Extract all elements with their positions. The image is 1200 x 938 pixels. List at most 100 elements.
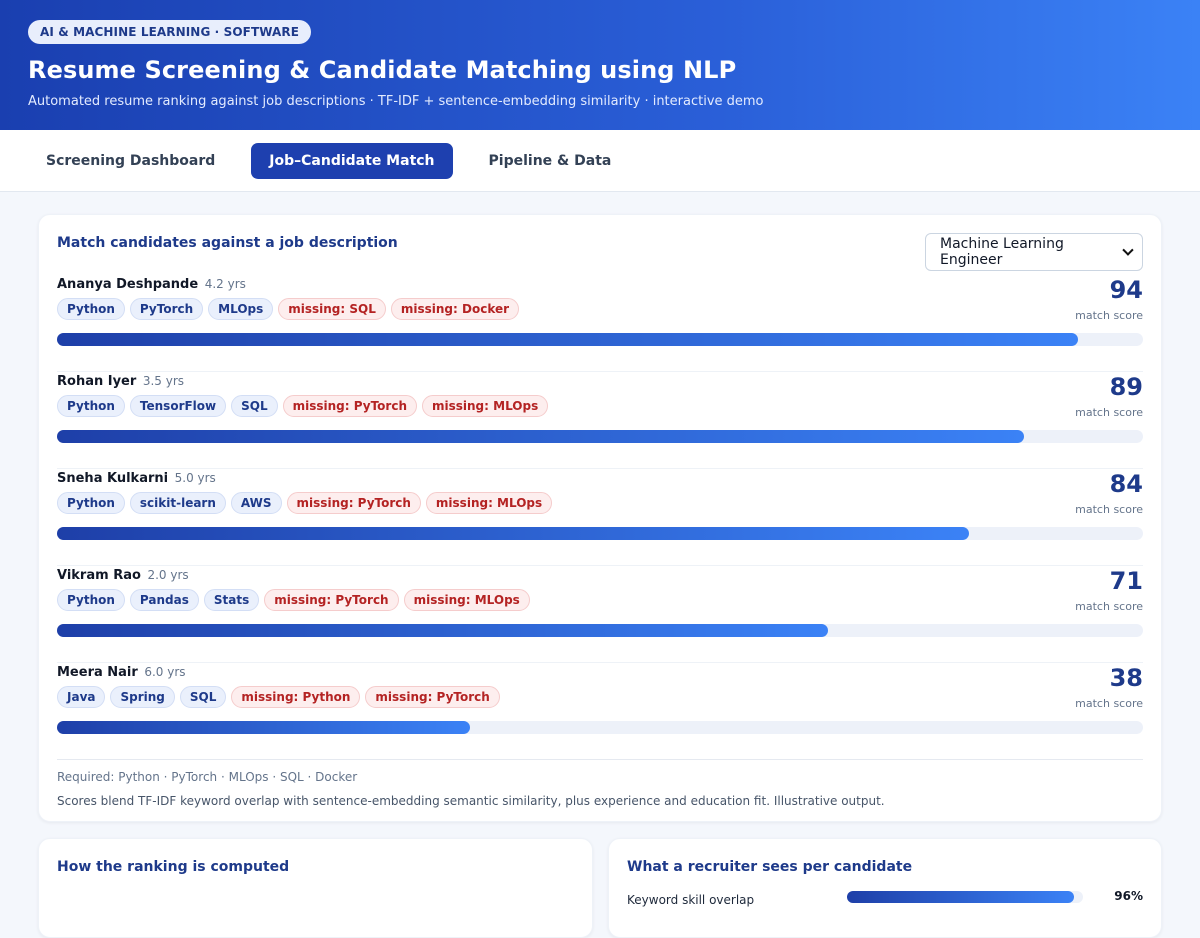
skill-chip: Java xyxy=(57,686,106,708)
match-score: 71 match score xyxy=(1075,568,1143,613)
match-score-label: match score xyxy=(1075,600,1143,613)
candidate-row[interactable]: Vikram Rao 2.0 yrs Python Pandas Stats missi… xyxy=(57,566,1143,663)
required-skills: Required: Python · PyTorch · MLOps · SQL… xyxy=(57,770,358,784)
score-bar-fill xyxy=(57,624,829,637)
skill-chips: Python Pandas Stats missing: PyTorch missing… xyxy=(57,589,1143,611)
missing-skill-chip: missing: PyTorch xyxy=(365,686,500,708)
score-bar xyxy=(57,721,1143,734)
match-score-label: match score xyxy=(1075,309,1143,322)
score-bar-fill xyxy=(57,333,1078,346)
skill-chips: Python PyTorch MLOps missing: SQL missing: D… xyxy=(57,298,1143,320)
candidate-list: Ananya Deshpande 4.2 yrs Python PyTorch MLO… xyxy=(57,275,1143,760)
skill-chip: MLOps xyxy=(208,298,274,320)
match-score-label: match score xyxy=(1075,697,1143,710)
skill-chip: Python xyxy=(57,492,125,514)
candidate-name-line: Ananya Deshpande 4.2 yrs xyxy=(57,277,1143,292)
recruiter-metric-label: Keyword skill overlap xyxy=(627,893,755,907)
match-score: 94 match score xyxy=(1075,277,1143,322)
candidate-row[interactable]: Meera Nair 6.0 yrs Java Spring SQL missing: … xyxy=(57,663,1143,760)
score-bar xyxy=(57,430,1143,443)
recruiter-metric-value: 96% xyxy=(1114,889,1143,903)
skill-chips: Java Spring SQL missing: Python missing: PyT… xyxy=(57,686,1143,708)
match-score-value: 89 xyxy=(1109,373,1143,401)
match-score-label: match score xyxy=(1075,406,1143,419)
candidate-name-line: Sneha Kulkarni 5.0 yrs xyxy=(57,471,1143,486)
match-score: 84 match score xyxy=(1075,471,1143,516)
match-score-value: 38 xyxy=(1109,664,1143,692)
skill-chip: SQL xyxy=(231,395,278,417)
tab-bar: Screening Dashboard Job–Candidate Match … xyxy=(0,130,1200,192)
skill-chip: Spring xyxy=(110,686,175,708)
role-select-value: Machine Learning Engineer xyxy=(940,236,1064,268)
tab-pipeline-data[interactable]: Pipeline & Data xyxy=(488,152,612,169)
missing-skill-chip: missing: MLOps xyxy=(422,395,549,417)
candidate-experience: 4.2 yrs xyxy=(204,277,246,291)
skill-chip: Python xyxy=(57,298,125,320)
recruiter-card-title: What a recruiter sees per candidate xyxy=(627,859,913,875)
page-header: AI & MACHINE LEARNING · SOFTWARE Resume … xyxy=(0,0,1200,130)
match-score-value: 71 xyxy=(1109,567,1143,595)
candidate-name-line: Vikram Rao 2.0 yrs xyxy=(57,568,1143,583)
tab-screening-dashboard[interactable]: Screening Dashboard xyxy=(46,152,216,169)
skill-chip: SQL xyxy=(179,686,227,708)
missing-skill-chip: missing: Docker xyxy=(390,298,520,320)
match-score: 38 match score xyxy=(1075,665,1143,710)
match-card-title: Match candidates against a job descripti… xyxy=(57,235,398,251)
scoring-note: Scores blend TF-IDF keyword overlap with… xyxy=(57,794,885,808)
page-subtitle: Automated resume ranking against job des… xyxy=(28,94,764,109)
candidate-experience: 5.0 yrs xyxy=(174,471,216,485)
candidate-name-line: Meera Nair 6.0 yrs xyxy=(57,665,1143,680)
score-bar-fill xyxy=(57,430,1024,443)
recruiter-metric-bar-fill xyxy=(847,891,1074,903)
match-score-label: match score xyxy=(1075,503,1143,516)
match-score: 89 match score xyxy=(1075,374,1143,419)
candidate-experience: 6.0 yrs xyxy=(144,665,186,679)
missing-skill-chip: missing: SQL xyxy=(278,298,386,320)
score-bar xyxy=(57,333,1143,346)
skill-chip: TensorFlow xyxy=(129,395,227,417)
skill-chip: PyTorch xyxy=(129,298,204,320)
missing-skill-chip: missing: PyTorch xyxy=(282,395,417,417)
skill-chip: Stats xyxy=(203,589,260,611)
candidate-row[interactable]: Rohan Iyer 3.5 yrs Python TensorFlow SQL mis… xyxy=(57,372,1143,469)
score-bar-fill xyxy=(57,527,970,540)
recruiter-metric-bar xyxy=(847,891,1083,903)
page-title: Resume Screening & Candidate Matching us… xyxy=(28,56,737,84)
match-score-value: 94 xyxy=(1109,276,1143,304)
missing-skill-chip: missing: PyTorch xyxy=(286,492,421,514)
missing-skill-chip: missing: Python xyxy=(231,686,361,708)
skill-chip: Python xyxy=(57,589,125,611)
recruiter-card: What a recruiter sees per candidate Keyw… xyxy=(608,838,1162,938)
match-score-value: 84 xyxy=(1109,470,1143,498)
skill-chips: Python scikit-learn AWS missing: PyTorch mis… xyxy=(57,492,1143,514)
ranking-card: How the ranking is computed xyxy=(38,838,593,938)
score-bar-fill xyxy=(57,721,470,734)
ranking-card-title: How the ranking is computed xyxy=(57,859,290,875)
score-bar xyxy=(57,527,1143,540)
missing-skill-chip: missing: MLOps xyxy=(425,492,553,514)
candidate-name-line: Rohan Iyer 3.5 yrs xyxy=(57,374,1143,389)
match-card: Match candidates against a job descripti… xyxy=(38,214,1162,822)
candidate-experience: 2.0 yrs xyxy=(147,568,189,582)
candidate-row[interactable]: Sneha Kulkarni 5.0 yrs Python scikit-learn… xyxy=(57,469,1143,566)
score-bar xyxy=(57,624,1143,637)
skill-chips: Python TensorFlow SQL missing: PyTorch missi… xyxy=(57,395,1143,417)
missing-skill-chip: missing: MLOps xyxy=(403,589,530,611)
skill-chip: scikit-learn xyxy=(129,492,226,514)
tab-job-candidate-match[interactable]: Job–Candidate Match xyxy=(251,142,453,179)
skill-chip: Python xyxy=(57,395,125,417)
category-badge: AI & MACHINE LEARNING · SOFTWARE xyxy=(28,20,312,44)
skill-chip: AWS xyxy=(230,492,282,514)
candidate-row[interactable]: Ananya Deshpande 4.2 yrs Python PyTorch MLO… xyxy=(57,275,1143,372)
missing-skill-chip: missing: PyTorch xyxy=(264,589,399,611)
skill-chip: Pandas xyxy=(129,589,199,611)
recruiter-metric-row: Keyword skill overlap 96% xyxy=(627,889,1143,907)
candidate-name: Meera Nair xyxy=(57,665,138,680)
recruiter-metrics: Keyword skill overlap 96% xyxy=(627,889,1143,907)
candidate-name: Sneha Kulkarni xyxy=(57,471,169,486)
candidate-name: Ananya Deshpande xyxy=(57,277,199,292)
candidate-experience: 3.5 yrs xyxy=(142,374,185,388)
candidate-name: Vikram Rao xyxy=(57,568,141,583)
role-select[interactable]: Machine Learning Engineer xyxy=(925,233,1143,271)
candidate-name: Rohan Iyer xyxy=(57,374,137,389)
